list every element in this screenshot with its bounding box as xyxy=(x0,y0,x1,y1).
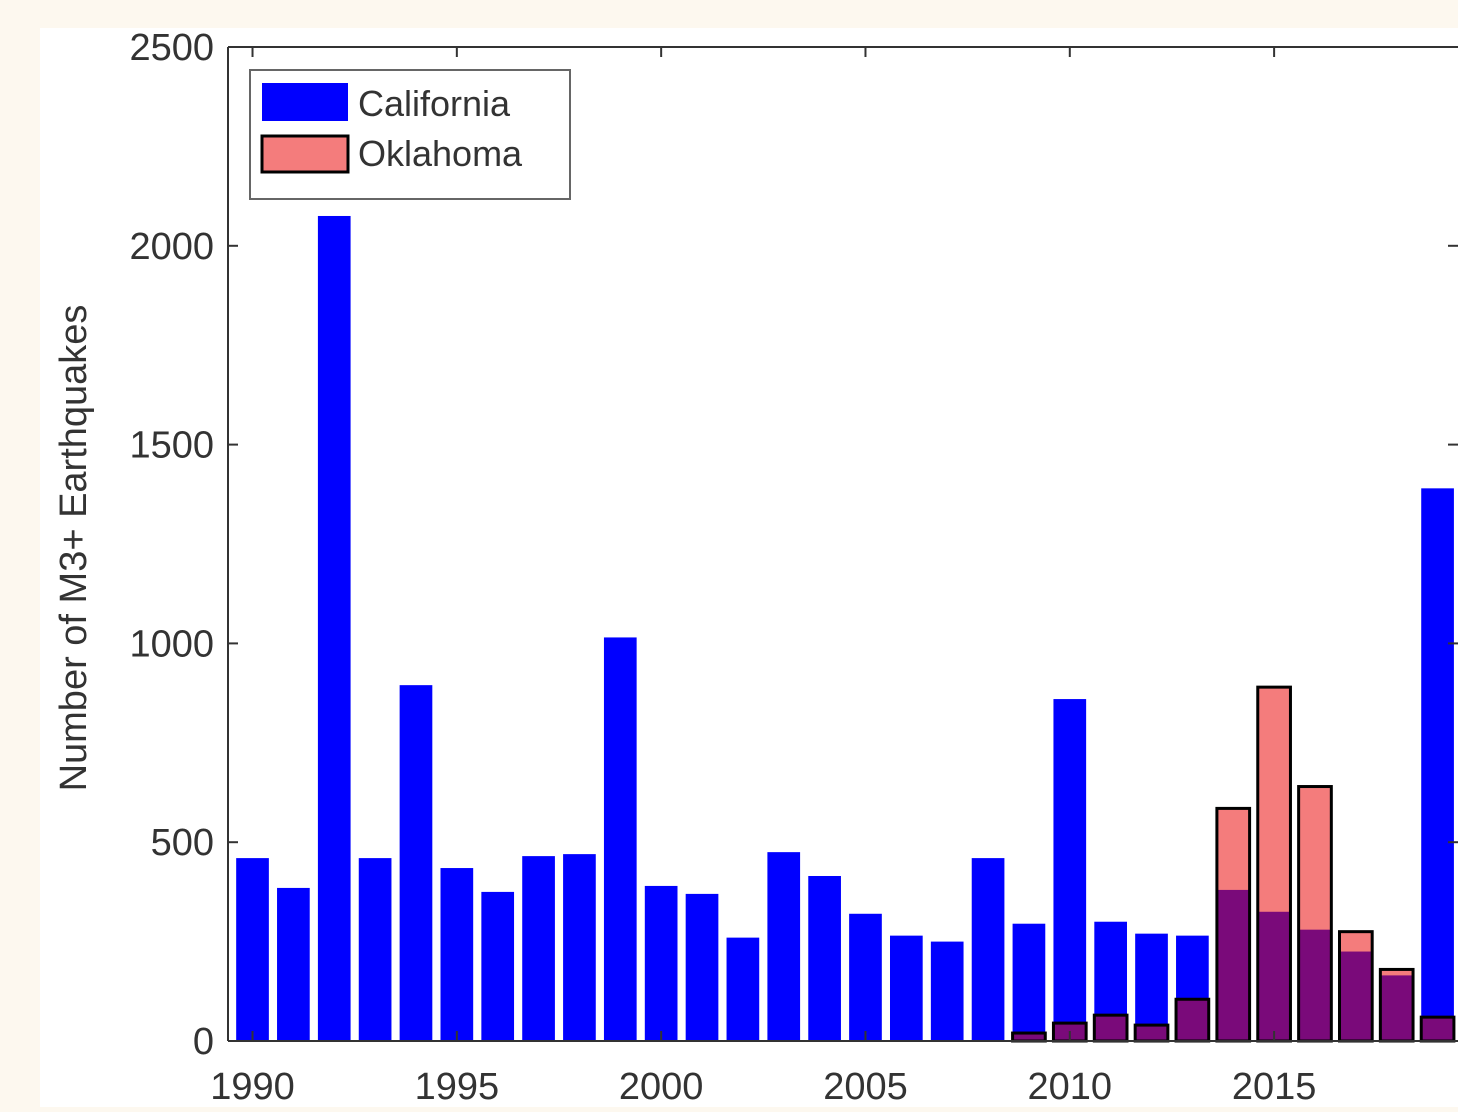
bar-california-1990 xyxy=(236,858,269,1041)
legend-label-oklahoma: Oklahoma xyxy=(358,133,523,174)
bar-overlap-2016 xyxy=(1298,929,1332,1041)
y-tick-label-2000: 2000 xyxy=(129,226,214,268)
bar-california-2000 xyxy=(644,885,678,1041)
bar-california-1997 xyxy=(522,856,555,1041)
bar-overlap-2014 xyxy=(1216,889,1250,1041)
bar-overlap-2015 xyxy=(1257,911,1291,1041)
bar-california-1991 xyxy=(277,887,310,1041)
bar-california-2008 xyxy=(971,858,1005,1041)
bar-california-2010 xyxy=(1053,699,1087,1041)
x-tick-label-2010: 2010 xyxy=(1028,1066,1113,1107)
bar-overlap-2019 xyxy=(1421,1017,1454,1041)
bar-california-2006 xyxy=(889,935,923,1041)
bar-overlap-2017 xyxy=(1339,951,1373,1041)
bar-california-2003 xyxy=(767,852,801,1041)
x-tick-label-1995: 1995 xyxy=(415,1066,500,1107)
bar-california-1996 xyxy=(481,891,515,1041)
bar-california-1999 xyxy=(603,637,637,1041)
legend-swatch-california xyxy=(262,83,348,121)
bar-overlap-2018 xyxy=(1380,975,1414,1041)
legend: California Oklahoma xyxy=(249,69,571,200)
legend-swatch-oklahoma xyxy=(260,134,350,174)
bar-overlap-2011 xyxy=(1094,1015,1128,1041)
bar-california-1993 xyxy=(358,858,392,1041)
x-tick-label-2005: 2005 xyxy=(823,1066,908,1107)
bar-overlap-2013 xyxy=(1176,999,1209,1041)
bar-california-2012 xyxy=(1135,933,1168,1041)
bar-california-2001 xyxy=(685,893,719,1041)
axes-group: 0 500 1000 1500 2000 2500 1990 1995 2000 2005 2010… xyxy=(53,27,1458,1108)
x-tick-label-2015: 2015 xyxy=(1232,1066,1317,1107)
y-tick-label-1000: 1000 xyxy=(129,623,214,665)
y-tick-label-500: 500 xyxy=(151,822,214,864)
bar-california-2005 xyxy=(849,913,882,1041)
bar-overlap-2009 xyxy=(1012,1033,1046,1041)
bar-california-2007 xyxy=(930,941,964,1041)
bar-california-1994 xyxy=(399,685,433,1041)
bar-california-1995 xyxy=(440,868,474,1041)
bar-overlap-2012 xyxy=(1135,1025,1168,1041)
x-tick-label-2000: 2000 xyxy=(619,1066,704,1107)
bar-california-1992 xyxy=(317,215,351,1042)
bar-california-2009 xyxy=(1012,923,1046,1041)
legend-label-california: California xyxy=(358,83,511,124)
x-tick-label-1990: 1990 xyxy=(210,1066,295,1107)
bar-california-2019 xyxy=(1421,488,1454,1041)
bar-california-2002 xyxy=(726,937,760,1041)
bar-california-2004 xyxy=(808,875,841,1041)
bar-california-1998 xyxy=(563,854,596,1041)
y-axis-label: Number of M3+ Earthquakes xyxy=(53,305,95,792)
y-tick-label-1500: 1500 xyxy=(129,425,214,467)
y-tick-label-2500: 2500 xyxy=(129,27,214,69)
bars-group xyxy=(236,215,1456,1043)
y-tick-label-0: 0 xyxy=(193,1021,214,1063)
